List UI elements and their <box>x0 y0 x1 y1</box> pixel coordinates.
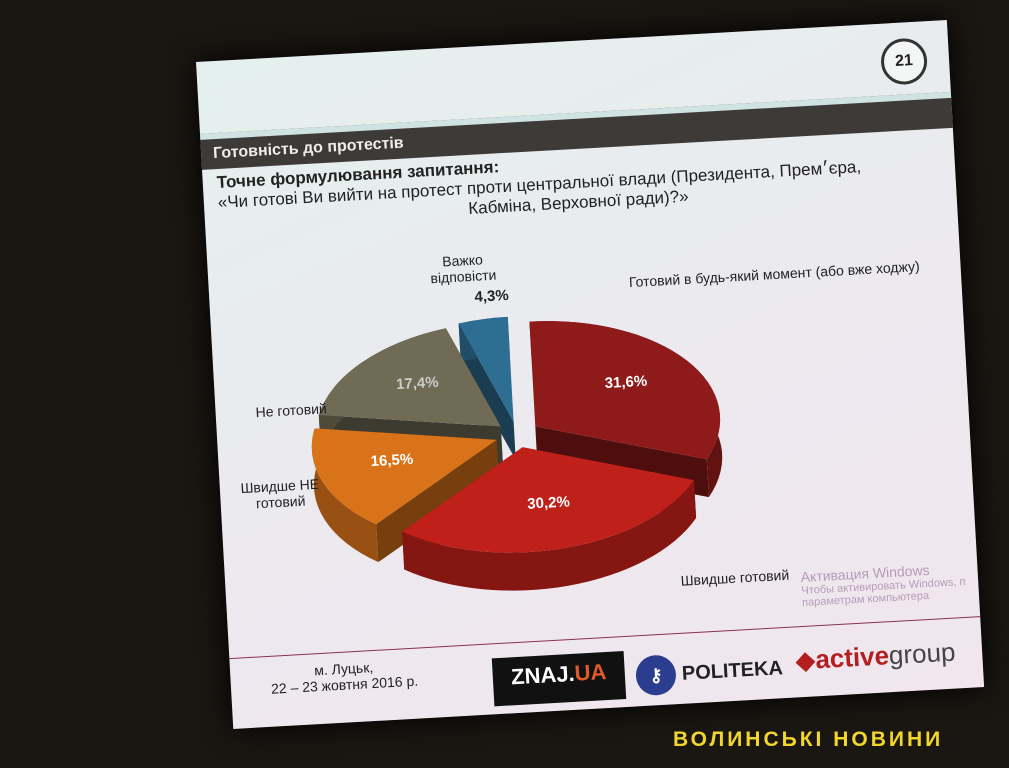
slide: 21 Готовність до протестів Точне формулю… <box>196 20 985 729</box>
pie-slice-2: 16,5% <box>311 428 499 563</box>
diamond-icon: ◆ <box>794 644 817 676</box>
data-label-3: 17,4% <box>396 374 439 393</box>
pie-chart: 4,3% 17,4% 31,6% 16,5% 30,2% <box>311 287 723 591</box>
data-label-4: 4,3% <box>474 287 509 306</box>
pie-slice-3: 17,4% <box>318 328 503 465</box>
legend-label-4: Важко відповісти <box>430 251 497 287</box>
activegroup-logo: ◆activegroup <box>794 636 957 676</box>
data-label-1: 30,2% <box>527 493 570 512</box>
data-label-2: 16,5% <box>370 451 413 470</box>
politeka-logo: ⚷ POLITEKA <box>634 648 784 697</box>
footer-location: м. Луцьк, 22 – 23 жовтня 2016 р. <box>270 657 419 697</box>
data-label-0: 31,6% <box>604 373 647 392</box>
znaj-logo: ZNAJ.UA <box>491 651 627 707</box>
key-icon: ⚷ <box>634 654 678 697</box>
watermark: ВОЛИНСЬКІ НОВИНИ <box>673 728 944 751</box>
legend-label-2: Швидше НЕ готовий <box>240 475 320 512</box>
pie-slice-4: 4,3% <box>458 287 516 460</box>
pie-slice-1: 30,2% <box>402 447 697 591</box>
